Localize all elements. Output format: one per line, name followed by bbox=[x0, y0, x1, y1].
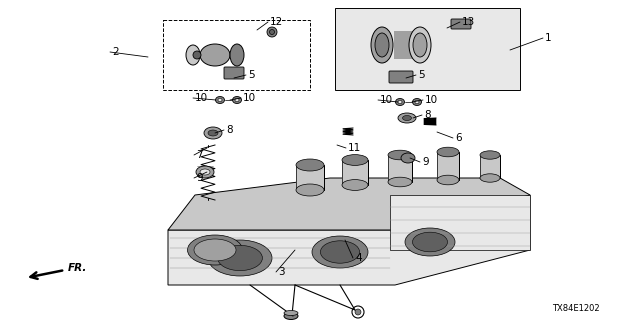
Text: 5: 5 bbox=[418, 70, 424, 80]
Ellipse shape bbox=[342, 155, 368, 165]
Text: 10: 10 bbox=[380, 95, 393, 105]
Ellipse shape bbox=[284, 313, 298, 319]
Ellipse shape bbox=[437, 147, 459, 157]
Ellipse shape bbox=[186, 45, 200, 65]
Ellipse shape bbox=[204, 127, 222, 139]
Bar bbox=[163, 20, 310, 90]
Polygon shape bbox=[168, 178, 530, 230]
Ellipse shape bbox=[284, 310, 298, 316]
Ellipse shape bbox=[413, 33, 427, 57]
Text: 2: 2 bbox=[112, 47, 118, 57]
Ellipse shape bbox=[415, 100, 419, 104]
Bar bbox=[480, 155, 500, 178]
Text: 10: 10 bbox=[243, 93, 256, 103]
Ellipse shape bbox=[235, 98, 239, 102]
Ellipse shape bbox=[218, 98, 222, 102]
Ellipse shape bbox=[401, 153, 415, 163]
Ellipse shape bbox=[480, 151, 500, 159]
Ellipse shape bbox=[403, 116, 412, 121]
Ellipse shape bbox=[218, 245, 262, 271]
Text: 7: 7 bbox=[196, 150, 203, 160]
Ellipse shape bbox=[398, 113, 416, 123]
Ellipse shape bbox=[375, 33, 389, 57]
Bar bbox=[296, 165, 324, 190]
Text: TX84E1202: TX84E1202 bbox=[552, 304, 600, 313]
Text: 11: 11 bbox=[348, 143, 361, 153]
Ellipse shape bbox=[388, 177, 412, 187]
Ellipse shape bbox=[342, 180, 368, 190]
Text: 3: 3 bbox=[278, 267, 285, 277]
Text: 1: 1 bbox=[545, 33, 552, 43]
Ellipse shape bbox=[296, 184, 324, 196]
Ellipse shape bbox=[388, 150, 412, 160]
Text: 6: 6 bbox=[455, 133, 461, 143]
Ellipse shape bbox=[437, 175, 459, 185]
Ellipse shape bbox=[200, 44, 230, 66]
Ellipse shape bbox=[216, 97, 225, 103]
Text: 9: 9 bbox=[422, 157, 429, 167]
Bar bbox=[335, 8, 520, 90]
Text: 4: 4 bbox=[355, 253, 362, 263]
Text: 10: 10 bbox=[425, 95, 438, 105]
Ellipse shape bbox=[208, 130, 218, 136]
Ellipse shape bbox=[405, 228, 455, 256]
Ellipse shape bbox=[193, 51, 201, 59]
FancyBboxPatch shape bbox=[224, 67, 244, 79]
Text: 5: 5 bbox=[248, 70, 255, 80]
Ellipse shape bbox=[188, 235, 243, 265]
Bar bbox=[388, 155, 412, 182]
Bar bbox=[437, 152, 459, 180]
Ellipse shape bbox=[396, 99, 404, 106]
Ellipse shape bbox=[194, 239, 236, 261]
Ellipse shape bbox=[321, 241, 360, 263]
Ellipse shape bbox=[355, 309, 361, 315]
Text: 13: 13 bbox=[462, 17, 476, 27]
Ellipse shape bbox=[230, 44, 244, 66]
FancyBboxPatch shape bbox=[389, 71, 413, 83]
Ellipse shape bbox=[196, 166, 214, 178]
Ellipse shape bbox=[267, 27, 277, 37]
Polygon shape bbox=[168, 195, 530, 285]
Text: 12: 12 bbox=[270, 17, 284, 27]
Ellipse shape bbox=[371, 27, 393, 63]
Ellipse shape bbox=[296, 159, 324, 171]
Ellipse shape bbox=[409, 27, 431, 63]
Text: 9: 9 bbox=[196, 173, 203, 183]
Ellipse shape bbox=[232, 97, 241, 103]
Ellipse shape bbox=[480, 174, 500, 182]
FancyBboxPatch shape bbox=[451, 19, 471, 29]
Ellipse shape bbox=[413, 232, 447, 252]
Bar bbox=[394, 31, 416, 59]
Bar bbox=[342, 160, 368, 185]
Ellipse shape bbox=[312, 236, 368, 268]
Ellipse shape bbox=[200, 169, 210, 175]
Ellipse shape bbox=[269, 29, 275, 35]
Ellipse shape bbox=[413, 99, 422, 106]
Text: FR.: FR. bbox=[68, 263, 88, 273]
Text: 10: 10 bbox=[195, 93, 208, 103]
Ellipse shape bbox=[398, 100, 402, 104]
Bar bbox=[390, 195, 530, 250]
Ellipse shape bbox=[208, 240, 272, 276]
Text: 8: 8 bbox=[424, 110, 431, 120]
Text: 8: 8 bbox=[226, 125, 232, 135]
